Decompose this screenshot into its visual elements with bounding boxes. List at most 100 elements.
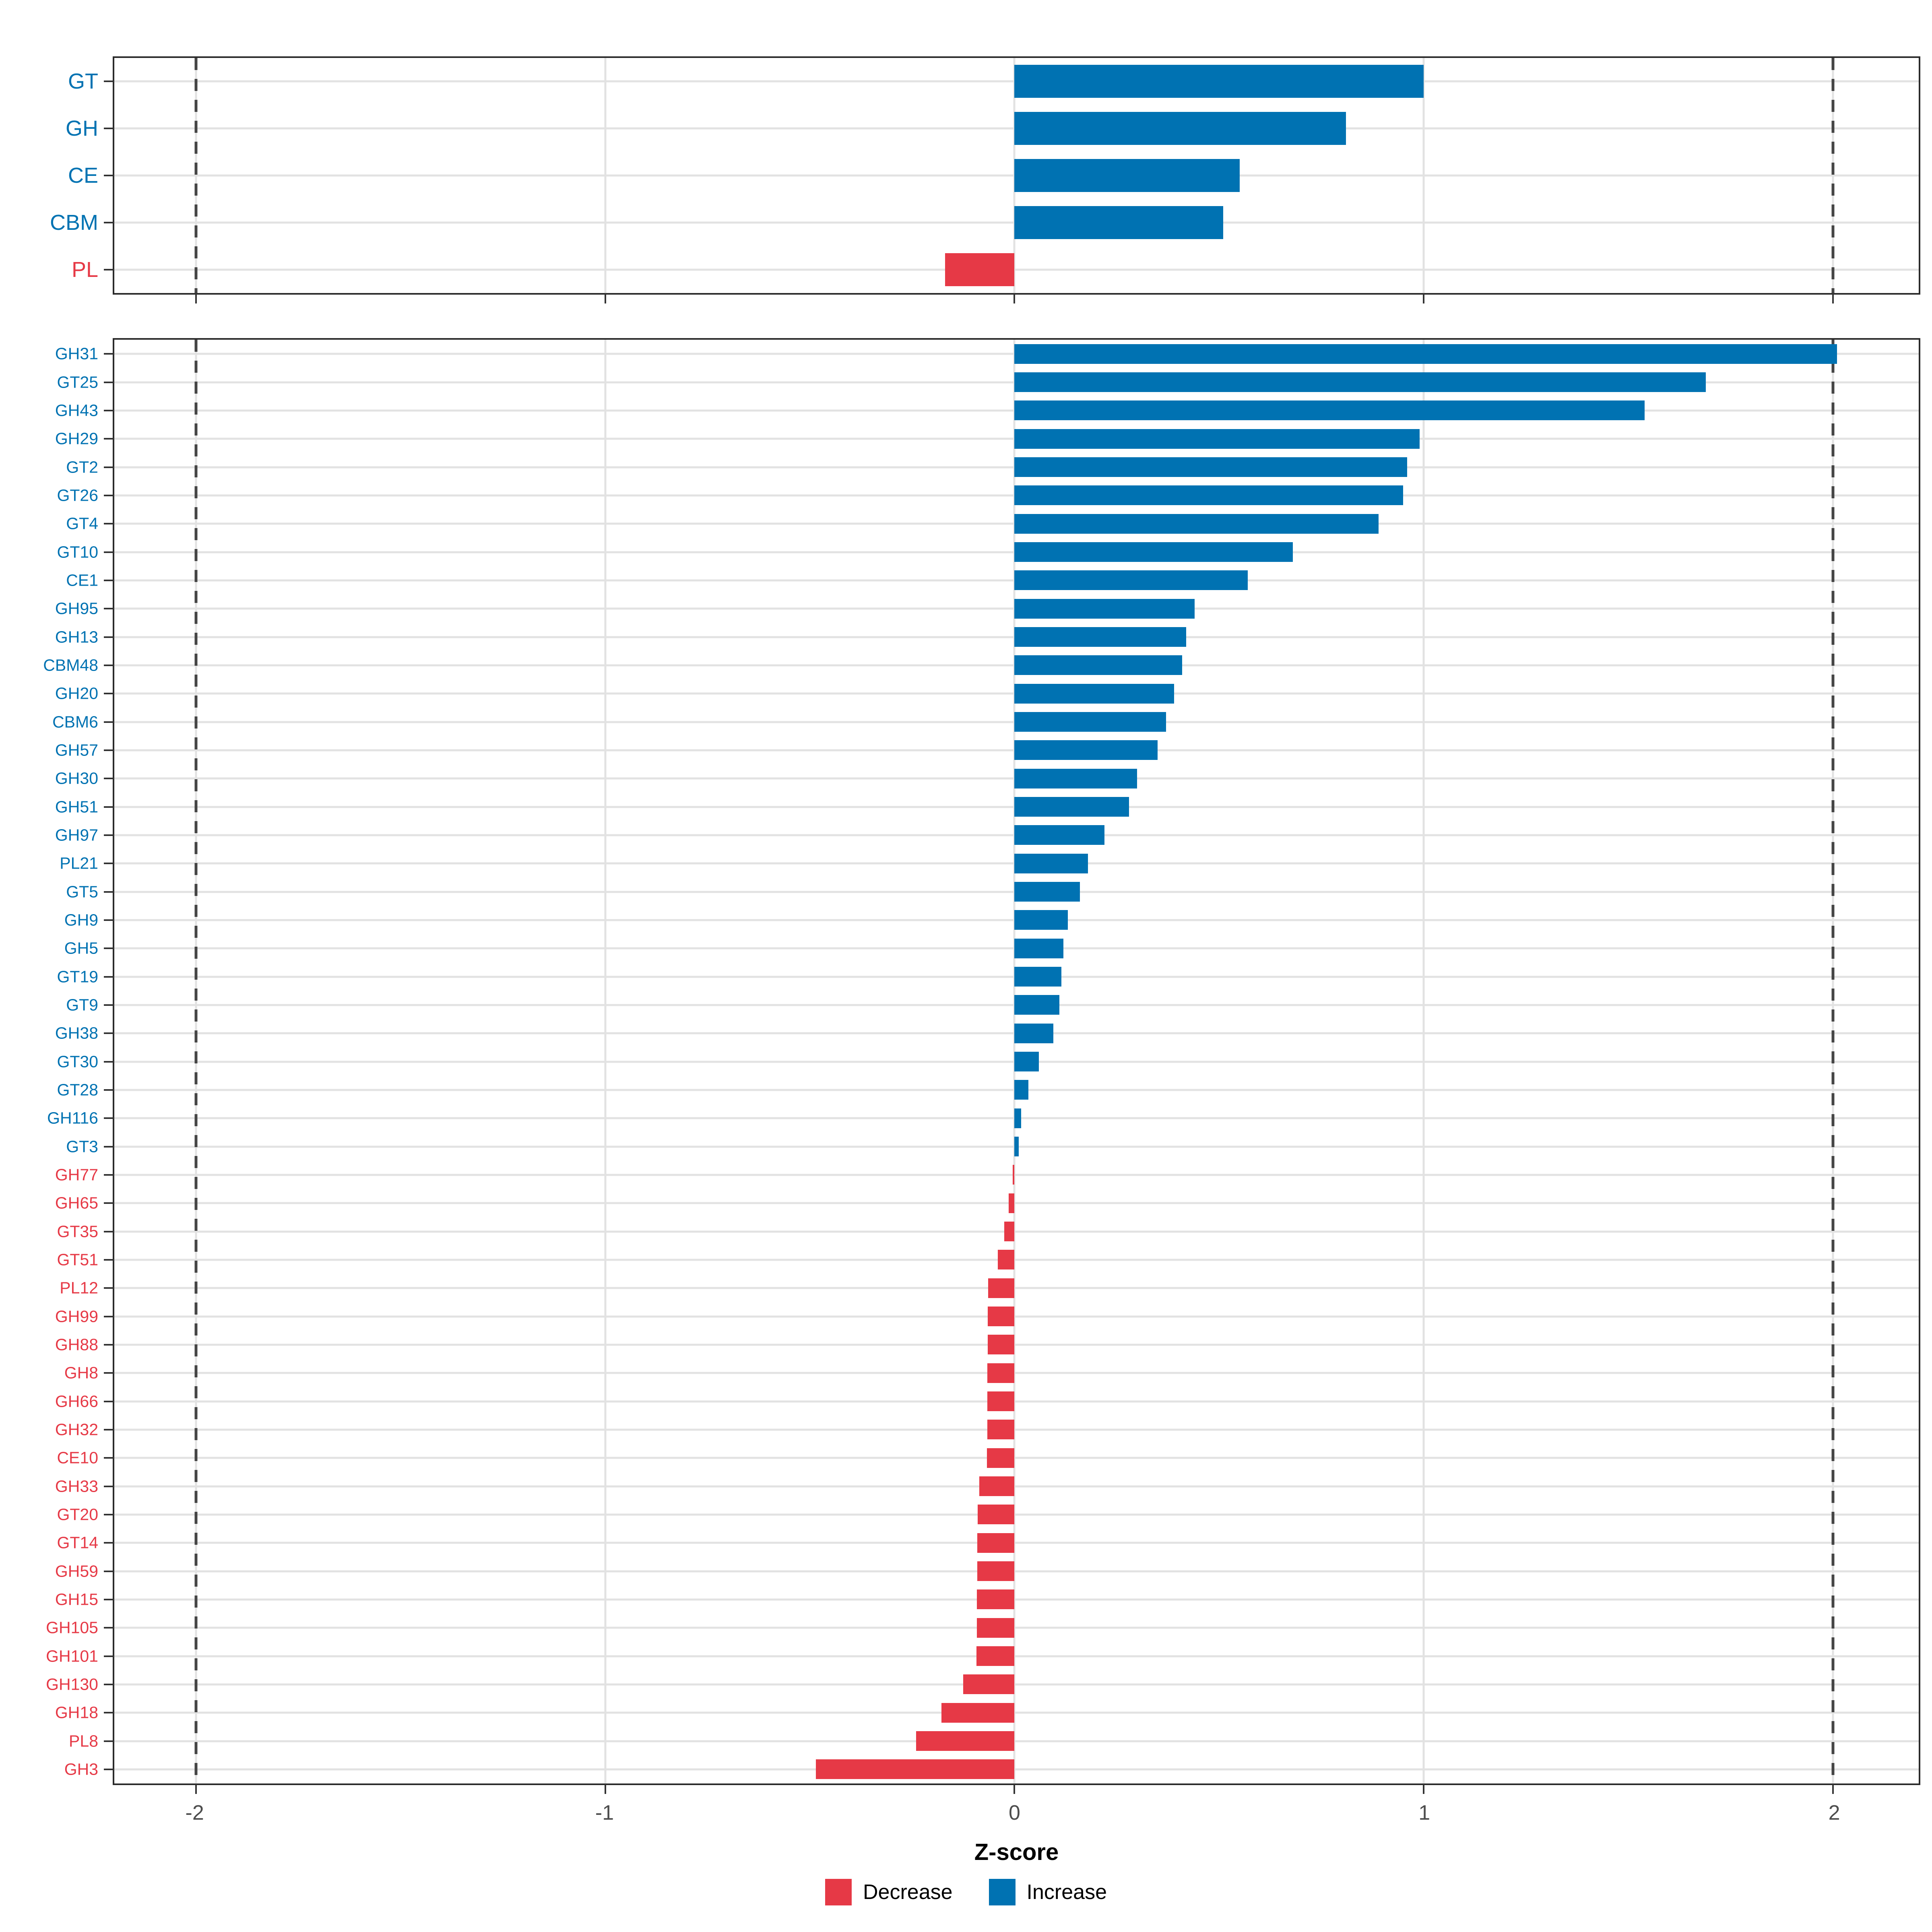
- bar: [1014, 627, 1187, 647]
- y-axis-label: GH31: [55, 344, 98, 363]
- x-axis-tick: [1422, 293, 1424, 303]
- y-axis-tick: [104, 579, 114, 581]
- bar: [816, 1759, 1015, 1779]
- bar: [1014, 159, 1240, 192]
- y-axis-label: GH43: [55, 401, 98, 420]
- x-axis-tick: [195, 293, 197, 303]
- y-axis-label: GT10: [57, 543, 98, 561]
- y-axis-label: GH101: [46, 1647, 98, 1665]
- y-axis-tick: [104, 551, 114, 553]
- bar: [916, 1731, 1015, 1751]
- y-axis-label: GT20: [57, 1505, 98, 1524]
- bar: [1014, 599, 1195, 619]
- bar: [1014, 1023, 1053, 1043]
- y-axis-tick: [104, 353, 114, 355]
- y-axis-tick: [104, 608, 114, 610]
- bar: [1014, 1080, 1028, 1100]
- bar: [1014, 1052, 1039, 1071]
- y-gridline: [114, 1542, 1919, 1544]
- bar: [1014, 570, 1248, 590]
- y-axis-label: GH9: [64, 910, 98, 929]
- legend-swatch-increase-icon: [989, 1879, 1016, 1905]
- x-axis-tick-label: -1: [595, 1801, 614, 1825]
- y-axis-tick: [104, 891, 114, 893]
- bar: [977, 1533, 1015, 1553]
- y-axis-tick: [104, 523, 114, 525]
- bar: [1013, 1165, 1015, 1185]
- bar: [1014, 740, 1158, 760]
- bar: [1014, 372, 1706, 392]
- legend-swatch-decrease-icon: [825, 1879, 852, 1905]
- y-gridline: [114, 1627, 1919, 1629]
- x-axis-tick-labels: -2 -1 0 1 2: [113, 1802, 1920, 1831]
- bar: [1014, 655, 1183, 675]
- y-axis-tick: [104, 863, 114, 865]
- x-axis-tick: [604, 1783, 606, 1794]
- y-gridline: [114, 1485, 1919, 1487]
- y-axis-label: GH18: [55, 1703, 98, 1722]
- bar: [987, 1363, 1015, 1383]
- y-axis-tick: [104, 175, 114, 176]
- y-axis-label: GH130: [46, 1675, 98, 1694]
- y-gridline: [114, 1711, 1919, 1714]
- y-axis-tick: [104, 1570, 114, 1572]
- y-gridline: [114, 1513, 1919, 1516]
- bar: [1014, 853, 1088, 873]
- bar: [1014, 457, 1408, 477]
- bar: [945, 253, 1015, 286]
- x-axis-title: Z-score: [974, 1839, 1059, 1865]
- bar: [1014, 910, 1068, 930]
- y-axis-label: GH59: [55, 1562, 98, 1580]
- y-axis-tick: [104, 1400, 114, 1402]
- y-gridline: [114, 1315, 1919, 1317]
- y-axis-label: GT30: [57, 1052, 98, 1071]
- y-axis-label: PL21: [60, 854, 98, 873]
- y-axis-tick: [104, 976, 114, 978]
- y-axis-tick: [104, 1287, 114, 1289]
- y-axis-label: GT3: [66, 1137, 98, 1156]
- y-axis-label: GT51: [57, 1250, 98, 1269]
- x-axis-tick: [195, 1783, 197, 1794]
- y-gridline: [114, 1428, 1919, 1431]
- y-axis-tick: [104, 409, 114, 411]
- bar: [1014, 514, 1379, 534]
- y-axis-tick: [104, 221, 114, 223]
- bar: [1014, 768, 1137, 788]
- bar: [1014, 797, 1129, 817]
- x-axis-tick: [604, 293, 606, 303]
- bar: [1014, 65, 1424, 98]
- y-axis-tick: [104, 381, 114, 383]
- y-gridline: [114, 1740, 1919, 1742]
- y-axis-label: GT5: [66, 882, 98, 901]
- bar: [988, 1278, 1015, 1298]
- family-panel: GH31 GT25 GH43 GH29 GT2 GT26 GT4 GT10 CE1 GH95 GH1…: [43, 338, 1920, 1794]
- legend-label-decrease: Decrease: [863, 1880, 953, 1904]
- y-axis-label: CE: [68, 163, 98, 188]
- y-axis-tick: [104, 128, 114, 130]
- y-axis-label: GH57: [55, 741, 98, 760]
- x-axis-tick-label: 2: [1828, 1801, 1840, 1825]
- bar: [1014, 938, 1064, 958]
- y-axis-tick: [104, 1344, 114, 1346]
- y-gridline: [114, 1457, 1919, 1459]
- bar: [977, 1505, 1015, 1525]
- y-axis-tick: [104, 1117, 114, 1119]
- y-axis-label: GH65: [55, 1193, 98, 1212]
- bar: [977, 1561, 1015, 1581]
- y-axis-label: GH: [66, 116, 98, 141]
- y-axis-tick: [104, 1146, 114, 1148]
- y-axis-label: GH8: [64, 1363, 98, 1382]
- y-axis-tick: [104, 466, 114, 468]
- y-axis-tick: [104, 919, 114, 921]
- category-panel: GT GH CE CBM PL: [50, 56, 1920, 303]
- y-axis-label: GT28: [57, 1080, 98, 1099]
- y-axis-label: GH33: [55, 1477, 98, 1495]
- y-gridline: [114, 1598, 1919, 1601]
- y-gridline: [114, 1372, 1919, 1374]
- y-axis-label: GH95: [55, 599, 98, 618]
- y-axis-tick: [104, 806, 114, 808]
- bar: [963, 1674, 1015, 1695]
- y-axis-label: CBM: [50, 210, 98, 235]
- y-axis-tick: [104, 1712, 114, 1714]
- bar: [1014, 683, 1174, 704]
